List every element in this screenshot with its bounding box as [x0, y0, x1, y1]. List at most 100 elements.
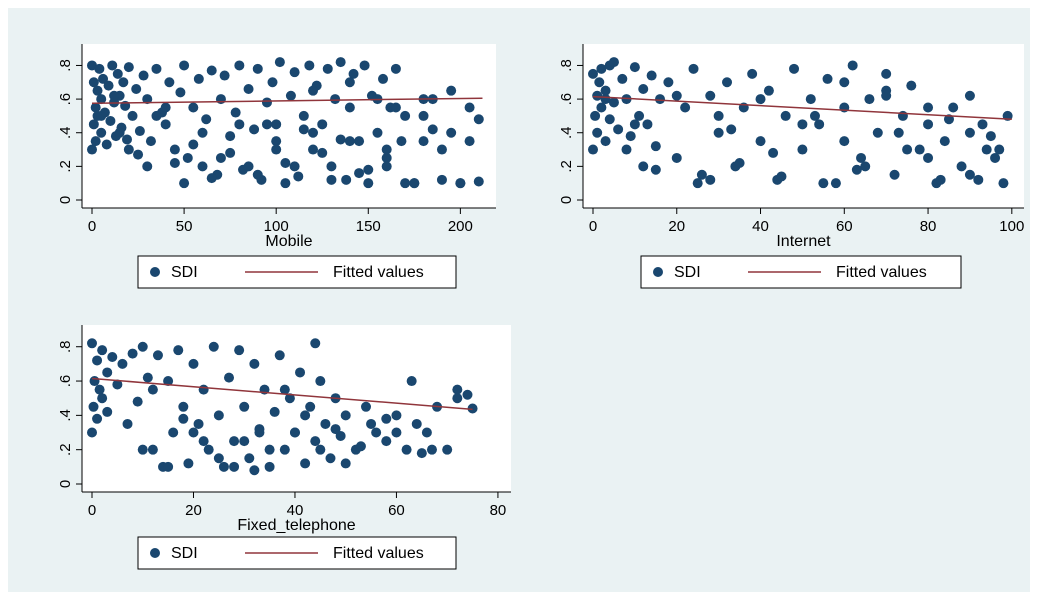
data-point	[381, 152, 392, 163]
data-point	[608, 97, 619, 108]
data-point	[89, 376, 100, 387]
x-axis-title: Mobile	[265, 233, 312, 250]
data-point	[977, 119, 988, 130]
data-point	[436, 174, 447, 185]
data-point	[400, 110, 411, 121]
data-point	[114, 127, 125, 138]
data-point	[94, 384, 105, 395]
data-point	[203, 444, 214, 455]
data-point	[592, 90, 603, 101]
data-point	[650, 141, 661, 152]
data-point	[215, 94, 226, 105]
legend: SDI Fitted values	[640, 255, 962, 289]
data-point	[122, 418, 133, 429]
data-point	[298, 124, 309, 135]
data-point	[123, 62, 134, 73]
data-point	[671, 152, 682, 163]
data-point	[317, 147, 328, 158]
data-point	[123, 144, 134, 155]
data-point	[127, 348, 138, 359]
legend-label-fitted: Fitted values	[333, 264, 424, 281]
data-point	[173, 345, 184, 356]
data-point	[638, 161, 649, 172]
data-point	[229, 461, 240, 472]
data-point	[304, 60, 315, 71]
data-point	[112, 68, 123, 79]
data-point	[225, 147, 236, 158]
data-point	[197, 161, 208, 172]
data-point	[137, 444, 148, 455]
data-point	[588, 144, 598, 155]
data-point	[629, 62, 640, 73]
data-point	[923, 119, 934, 130]
data-point	[943, 114, 954, 125]
data-point	[97, 393, 108, 404]
data-point	[464, 136, 475, 147]
data-point	[87, 427, 97, 438]
data-point	[102, 367, 113, 378]
data-point	[411, 418, 422, 429]
data-point	[462, 389, 473, 400]
data-point	[847, 60, 858, 71]
data-point	[696, 169, 707, 180]
data-point	[249, 465, 260, 476]
data-point	[197, 127, 208, 138]
data-point	[90, 102, 101, 113]
y-tick-label: .8	[558, 59, 575, 72]
data-point	[688, 63, 699, 74]
data-point	[145, 136, 156, 147]
data-point	[229, 436, 240, 447]
x-tick-label: 0	[88, 502, 96, 519]
data-point	[341, 174, 352, 185]
data-point	[131, 84, 142, 94]
x-tick-label: 100	[999, 218, 1024, 235]
data-point	[183, 458, 194, 469]
data-point	[193, 73, 204, 84]
data-point	[839, 136, 850, 147]
data-point	[935, 174, 946, 185]
data-point	[956, 161, 967, 172]
data-point	[138, 70, 149, 81]
data-point	[105, 115, 116, 126]
data-point	[117, 358, 128, 369]
data-point	[354, 136, 365, 147]
data-point	[264, 444, 275, 455]
data-point	[310, 338, 321, 349]
data-point	[822, 73, 833, 84]
data-point	[243, 84, 254, 94]
data-point	[308, 144, 319, 155]
data-point	[964, 90, 975, 101]
data-point	[371, 427, 382, 438]
data-point	[755, 94, 766, 105]
data-point	[96, 127, 107, 138]
data-point	[151, 63, 162, 74]
data-point	[234, 119, 245, 130]
data-point	[600, 136, 611, 147]
data-point	[178, 413, 189, 424]
data-point	[990, 152, 1001, 163]
data-point	[809, 110, 820, 121]
data-point	[280, 178, 291, 189]
series-sdi	[588, 57, 1013, 189]
data-point	[780, 110, 791, 121]
data-point	[179, 60, 190, 71]
data-point	[452, 384, 463, 395]
data-point	[300, 458, 311, 469]
data-point	[391, 427, 402, 438]
chart-panel-1: 0 .2 .4 .6 .8 0 50 100 150 200 Mobile SDI Fitted val…	[57, 44, 496, 289]
data-point	[467, 403, 478, 414]
data-point	[239, 436, 250, 447]
data-point	[427, 124, 438, 135]
y-tick-label: .4	[57, 126, 74, 139]
data-point	[671, 90, 682, 101]
data-point	[198, 384, 209, 395]
data-point	[964, 169, 975, 180]
data-point	[705, 174, 716, 185]
data-point	[655, 94, 666, 105]
data-point	[160, 119, 171, 130]
data-point	[261, 97, 272, 108]
x-tick-label: 0	[88, 218, 96, 235]
data-point	[596, 102, 607, 113]
